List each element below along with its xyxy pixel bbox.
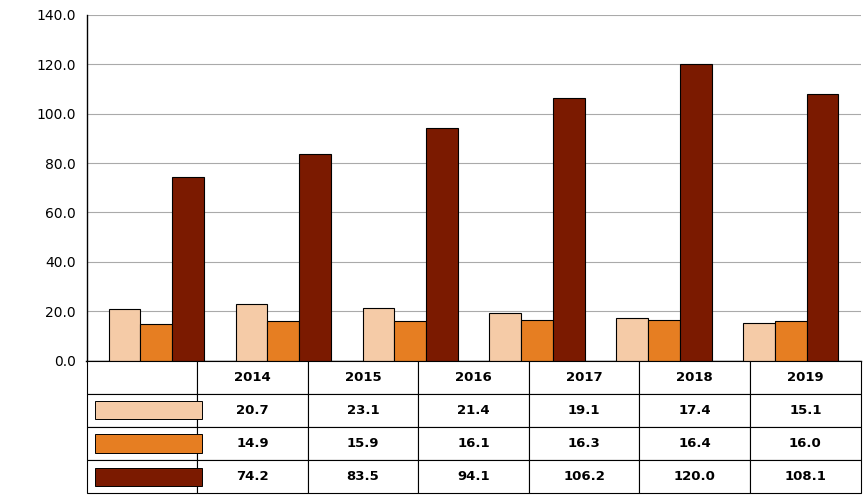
Bar xyxy=(109,309,140,361)
Bar xyxy=(522,320,553,361)
Bar xyxy=(172,177,204,361)
Bar xyxy=(267,321,299,361)
Bar xyxy=(140,324,172,361)
FancyBboxPatch shape xyxy=(95,401,202,419)
Bar xyxy=(235,303,267,361)
Bar xyxy=(807,94,838,361)
Bar xyxy=(743,323,775,361)
Bar xyxy=(617,318,648,361)
FancyBboxPatch shape xyxy=(95,468,202,486)
Bar xyxy=(648,320,680,361)
Bar xyxy=(362,308,394,361)
FancyBboxPatch shape xyxy=(95,434,202,453)
Bar xyxy=(680,64,712,361)
Bar xyxy=(490,313,522,361)
Bar xyxy=(299,154,330,361)
Bar xyxy=(775,321,807,361)
Bar xyxy=(553,99,585,361)
Bar xyxy=(426,128,458,361)
Bar xyxy=(394,321,426,361)
